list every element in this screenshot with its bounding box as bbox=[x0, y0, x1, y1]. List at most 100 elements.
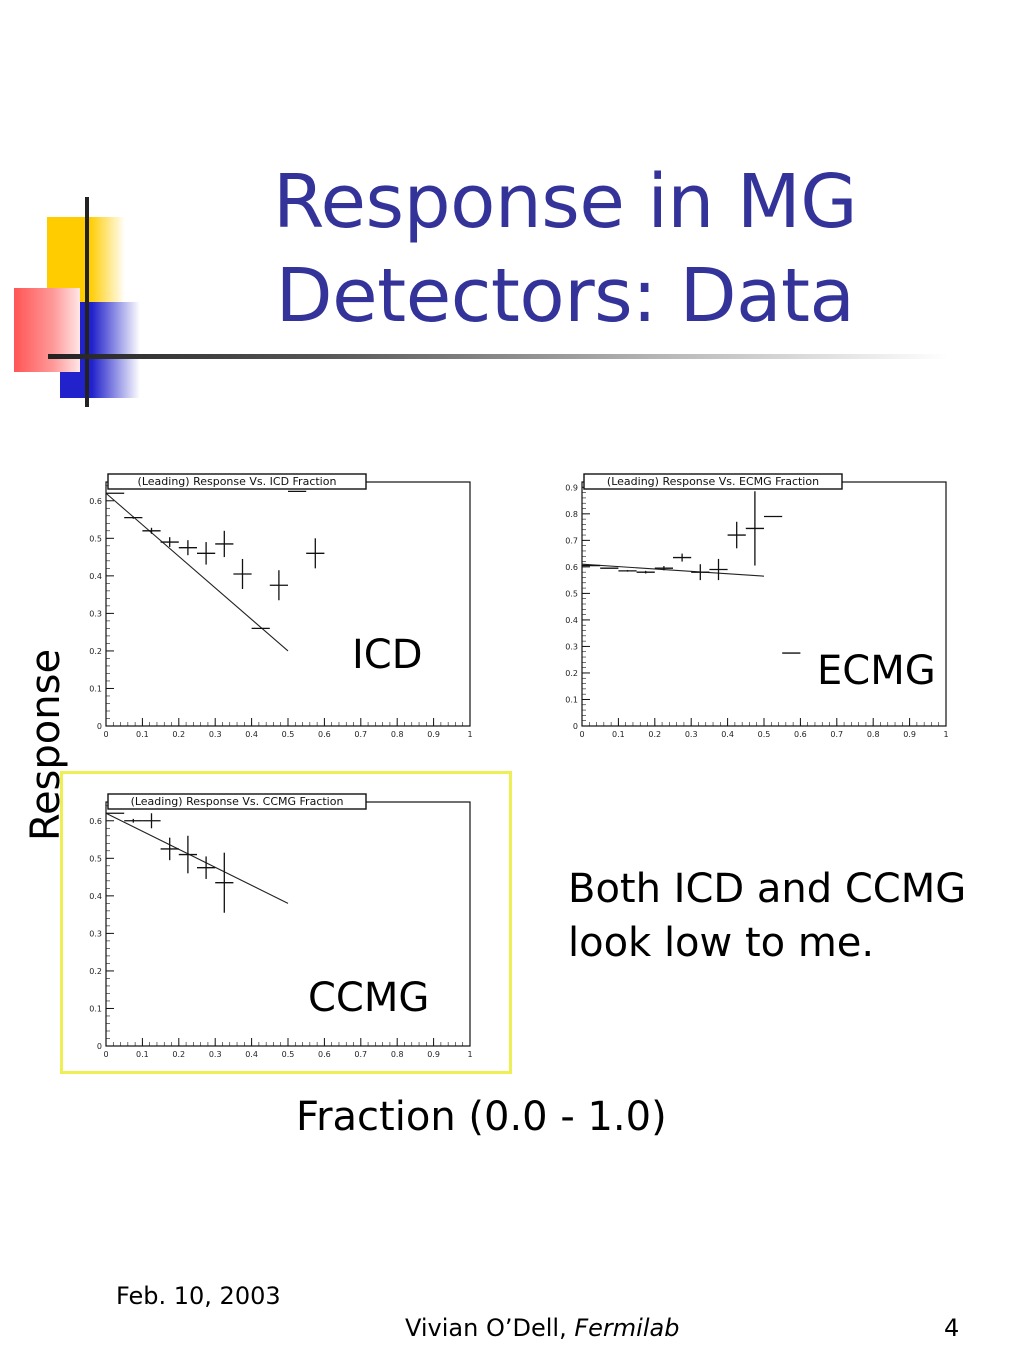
x-tick-label: 0.9 bbox=[427, 730, 440, 739]
x-tick-label: 0.1 bbox=[136, 730, 149, 739]
x-tick-label: 0 bbox=[103, 1050, 108, 1059]
plot-frame bbox=[105, 801, 471, 1047]
y-tick-label: 0.4 bbox=[89, 892, 102, 901]
icd-label: ICD bbox=[352, 632, 423, 678]
footer-affiliation: Fermilab bbox=[574, 1314, 680, 1342]
slide-title: Response in MG Detectors: Data bbox=[200, 155, 930, 343]
data-point bbox=[727, 521, 746, 549]
plot-title: (Leading) Response Vs. ICD Fraction bbox=[138, 475, 337, 488]
x-axis-label: Fraction (0.0 - 1.0) bbox=[296, 1094, 667, 1140]
plot-title-box bbox=[107, 473, 367, 490]
x-tick-label: 0.3 bbox=[209, 730, 222, 739]
y-tick-label: 0.5 bbox=[89, 854, 102, 863]
data-point bbox=[709, 558, 728, 581]
x-tick-label: 0.9 bbox=[427, 1050, 440, 1059]
plot-title-box bbox=[583, 473, 843, 490]
x-tick-label: 0.6 bbox=[318, 730, 331, 739]
x-tick-label: 0.7 bbox=[354, 1050, 367, 1059]
slide-title-line2: Detectors: Data bbox=[275, 253, 855, 339]
x-tick-label: 0.9 bbox=[903, 730, 916, 739]
data-point bbox=[215, 530, 234, 558]
y-tick-label: 0.1 bbox=[565, 695, 578, 704]
x-tick-label: 0.7 bbox=[354, 730, 367, 739]
slide-title-line1: Response in MG bbox=[272, 159, 858, 245]
x-tick-label: 0.6 bbox=[318, 1050, 331, 1059]
y-tick-label: 0.8 bbox=[565, 510, 578, 519]
x-tick-label: 0.5 bbox=[282, 730, 295, 739]
y-tick-label: 0.1 bbox=[89, 684, 102, 693]
comment-text: Both ICD and CCMG look low to me. bbox=[568, 862, 1008, 970]
data-point bbox=[124, 516, 143, 519]
y-tick-label: 0.7 bbox=[565, 536, 578, 545]
y-tick-label: 0.3 bbox=[565, 642, 578, 651]
y-tick-label: 0 bbox=[97, 1042, 102, 1051]
y-tick-label: 0 bbox=[573, 722, 578, 731]
y-tick-label: 0.4 bbox=[89, 572, 102, 581]
x-tick-label: 1 bbox=[943, 730, 948, 739]
ccmg-plot: 0 0.1 0.2 0.3 0.4 0.5 0.6 0 0.1 0.2 0.3 0.4 0.5 0.6 0.… bbox=[72, 790, 482, 1065]
data-point bbox=[269, 570, 288, 601]
y-tick-label: 0.4 bbox=[565, 616, 578, 625]
data-point bbox=[178, 540, 197, 556]
fit-line bbox=[581, 563, 765, 577]
decoration-vertical-line bbox=[85, 197, 89, 407]
y-tick-label: 0.5 bbox=[565, 589, 578, 598]
data-point bbox=[691, 564, 710, 581]
y-tick-label: 0.3 bbox=[89, 929, 102, 938]
ecmg-plot-svg: 0 0.1 0.2 0.3 0.4 0.5 0.6 0.7 0.8 0.9 0 0.1 0.2 0.3 0.… bbox=[565, 473, 949, 739]
x-tick-label: 0 bbox=[579, 730, 584, 739]
x-tick-label: 0.8 bbox=[391, 1050, 404, 1059]
y-tick-label: 0.2 bbox=[89, 967, 102, 976]
decoration-red-square bbox=[14, 288, 80, 372]
x-tick-label: 0.4 bbox=[721, 730, 734, 739]
x-tick-label: 1 bbox=[467, 730, 472, 739]
data-point bbox=[142, 527, 161, 534]
data-point bbox=[142, 813, 161, 829]
x-tick-label: 0.6 bbox=[794, 730, 807, 739]
data-point bbox=[197, 856, 216, 879]
icd-plot-svg: 0 0.1 0.2 0.3 0.4 0.5 0.6 0 0.1 0.2 0.3 0.4 0.5 0.6 0.… bbox=[89, 473, 473, 739]
data-point bbox=[178, 835, 197, 874]
x-tick-label: 0.1 bbox=[136, 1050, 149, 1059]
y-tick-label: 0.9 bbox=[565, 483, 578, 492]
footer-credit: Vivian O’Dell, Fermilab bbox=[405, 1314, 679, 1342]
y-tick-label: 0.6 bbox=[89, 817, 102, 826]
data-point bbox=[233, 558, 252, 589]
plot-title: (Leading) Response Vs. ECMG Fraction bbox=[607, 475, 819, 488]
y-tick-label: 0.6 bbox=[565, 563, 578, 572]
y-tick-label: 0.6 bbox=[89, 497, 102, 506]
x-tick-label: 0.8 bbox=[391, 730, 404, 739]
y-tick-label: 0.2 bbox=[89, 647, 102, 656]
ccmg-label: CCMG bbox=[308, 975, 430, 1021]
comment-line1: Both ICD and CCMG bbox=[568, 866, 967, 912]
ccmg-highlight-box bbox=[60, 771, 512, 1074]
y-tick-label: 0.1 bbox=[89, 1004, 102, 1013]
data-point bbox=[306, 538, 325, 569]
x-tick-label: 0.2 bbox=[172, 730, 185, 739]
y-tick-label: 0.2 bbox=[565, 669, 578, 678]
fit-line bbox=[105, 492, 289, 652]
x-tick-label: 0.2 bbox=[172, 1050, 185, 1059]
y-tick-label: 0.5 bbox=[89, 534, 102, 543]
data-point bbox=[160, 537, 179, 547]
data-point bbox=[654, 566, 673, 571]
plot-title: (Leading) Response Vs. CCMG Fraction bbox=[131, 795, 344, 808]
data-point bbox=[745, 491, 764, 566]
x-tick-label: 0.4 bbox=[245, 730, 258, 739]
y-tick-label: 0.3 bbox=[89, 609, 102, 618]
footer-date: Feb. 10, 2003 bbox=[116, 1282, 281, 1310]
data-point bbox=[160, 837, 179, 861]
x-tick-label: 0.2 bbox=[648, 730, 661, 739]
x-tick-label: 0.8 bbox=[867, 730, 880, 739]
x-tick-label: 0.7 bbox=[830, 730, 843, 739]
ecmg-plot: 0 0.1 0.2 0.3 0.4 0.5 0.6 0.7 0.8 0.9 0 0.1 0.2 0.3 0.… bbox=[548, 470, 958, 745]
ccmg-plot-svg: 0 0.1 0.2 0.3 0.4 0.5 0.6 0 0.1 0.2 0.3 0.4 0.5 0.6 0.… bbox=[89, 793, 473, 1059]
x-tick-label: 0.3 bbox=[685, 730, 698, 739]
data-point bbox=[636, 570, 655, 574]
plot-title-box bbox=[107, 793, 367, 810]
icd-plot: 0 0.1 0.2 0.3 0.4 0.5 0.6 0 0.1 0.2 0.3 0.4 0.5 0.6 0.… bbox=[72, 470, 482, 745]
data-point bbox=[673, 553, 692, 562]
plot-frame bbox=[105, 481, 471, 727]
data-point bbox=[618, 570, 637, 572]
fit-line bbox=[105, 812, 289, 904]
